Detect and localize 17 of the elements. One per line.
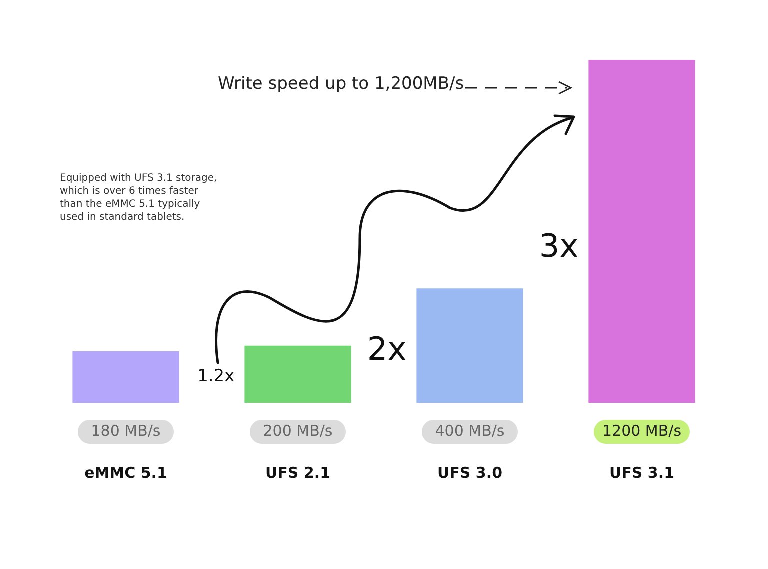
data-label: 1200 MB/s — [602, 422, 682, 440]
x-tick-label: UFS 3.1 — [609, 464, 675, 482]
bar — [72, 352, 180, 403]
x-tick-label: eMMC 5.1 — [84, 464, 168, 482]
data-label: 400 MB/s — [435, 422, 505, 440]
bar — [416, 288, 524, 403]
data-label: 180 MB/s — [91, 422, 161, 440]
annotation: Write speed up to 1,200MB/s — [218, 74, 464, 94]
annotation: 3x — [539, 226, 579, 265]
data-label: 200 MB/s — [263, 422, 333, 440]
annotation: Equipped with UFS 3.1 storage, which is over 6 times faster than the eMMC 5.1 typically used in standard tablets. — [60, 172, 218, 224]
bar — [244, 346, 352, 403]
bar — [588, 60, 696, 403]
annotation: 2x — [367, 330, 407, 368]
annotation: 1.2x — [198, 366, 235, 387]
x-tick-label: UFS 3.0 — [437, 464, 503, 482]
x-tick-label: UFS 2.1 — [265, 464, 331, 482]
